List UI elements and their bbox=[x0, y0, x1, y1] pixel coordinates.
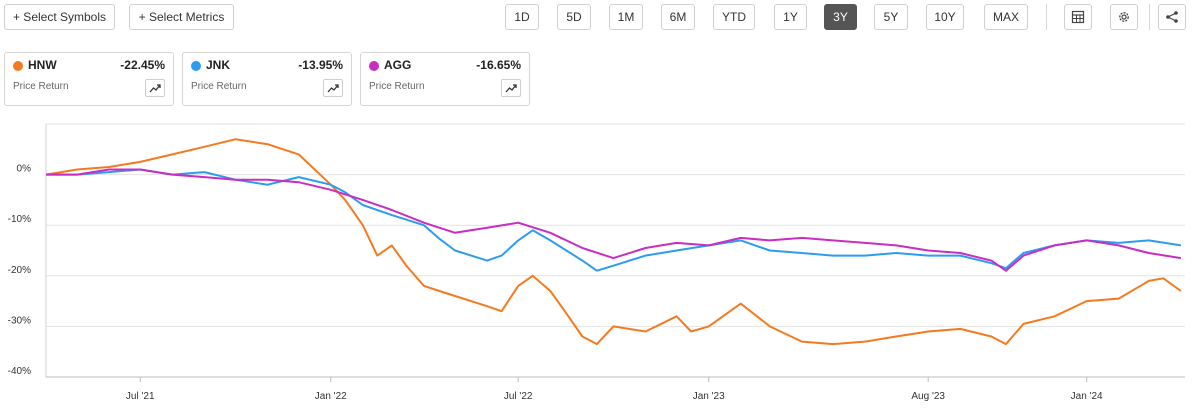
series-symbol: HNW bbox=[28, 58, 57, 72]
select-metrics-button[interactable]: + Select Metrics bbox=[129, 4, 234, 30]
series-line-jnk bbox=[46, 168, 1182, 272]
x-tick-label: Jul '22 bbox=[504, 391, 533, 402]
trend-arrow-icon bbox=[149, 84, 161, 93]
range-ytd-button[interactable]: YTD bbox=[713, 4, 755, 30]
range-1y-button[interactable]: 1Y bbox=[774, 4, 807, 30]
trend-button[interactable] bbox=[501, 79, 521, 97]
series-metric: Price Return bbox=[369, 81, 425, 92]
series-color-dot bbox=[13, 61, 23, 71]
series-symbol: AGG bbox=[384, 58, 412, 72]
trend-button[interactable] bbox=[323, 79, 343, 97]
series-metric: Price Return bbox=[13, 81, 69, 92]
x-tick-label: Jan '23 bbox=[693, 391, 725, 402]
range-1m-button[interactable]: 1M bbox=[609, 4, 643, 30]
toolbar-divider bbox=[1046, 4, 1047, 30]
toolbar-divider-2 bbox=[1149, 4, 1150, 30]
series-color-dot bbox=[191, 61, 201, 71]
trend-button[interactable] bbox=[145, 79, 165, 97]
legend-card-agg[interactable]: AGG -16.65% Price Return bbox=[360, 52, 530, 106]
range-5y-button[interactable]: 5Y bbox=[874, 4, 908, 30]
series-line-hnw bbox=[45, 138, 1182, 346]
x-tick-label: Jan '24 bbox=[1071, 391, 1103, 402]
series-symbol: JNK bbox=[206, 58, 231, 72]
series-change: -13.95% bbox=[298, 58, 343, 72]
legend-card-jnk[interactable]: JNK -13.95% Price Return bbox=[182, 52, 352, 106]
share-button[interactable] bbox=[1158, 4, 1186, 30]
range-10y-button[interactable]: 10Y bbox=[926, 4, 964, 30]
price-return-chart[interactable]: 0% -10% -20% -30% -40% Jul '21 Jan '22 Jul '22 J… bbox=[0, 110, 1196, 414]
trend-arrow-icon bbox=[327, 84, 339, 93]
trend-arrow-icon bbox=[505, 84, 517, 93]
y-tick-label: -40% bbox=[8, 366, 31, 377]
range-6m-button[interactable]: 6M bbox=[661, 4, 695, 30]
legend-card-hnw[interactable]: HNW -22.45% Price Return bbox=[4, 52, 174, 106]
y-tick-label: -10% bbox=[8, 214, 31, 225]
series-change: -16.65% bbox=[476, 58, 521, 72]
range-5d-button[interactable]: 5D bbox=[557, 4, 591, 30]
series-color-dot bbox=[369, 61, 379, 71]
y-tick-label: -20% bbox=[8, 265, 31, 276]
select-symbols-button[interactable]: + Select Symbols bbox=[4, 4, 115, 30]
table-icon bbox=[1071, 10, 1085, 24]
x-tick-label: Jul '21 bbox=[126, 391, 155, 402]
x-tick-label: Aug '23 bbox=[911, 391, 945, 402]
range-1d-button[interactable]: 1D bbox=[505, 4, 539, 30]
series-change: -22.45% bbox=[120, 58, 165, 72]
x-tick-label: Jan '22 bbox=[315, 391, 347, 402]
y-tick-label: -30% bbox=[8, 315, 31, 326]
y-tick-label: 0% bbox=[17, 164, 32, 175]
series-metric: Price Return bbox=[191, 81, 247, 92]
range-max-button[interactable]: MAX bbox=[984, 4, 1028, 30]
share-icon bbox=[1166, 11, 1178, 23]
table-view-button[interactable] bbox=[1064, 4, 1092, 30]
gear-icon bbox=[1119, 12, 1129, 22]
series-line-agg bbox=[46, 168, 1182, 272]
range-3y-button[interactable]: 3Y bbox=[824, 4, 857, 30]
settings-button[interactable] bbox=[1110, 4, 1138, 30]
